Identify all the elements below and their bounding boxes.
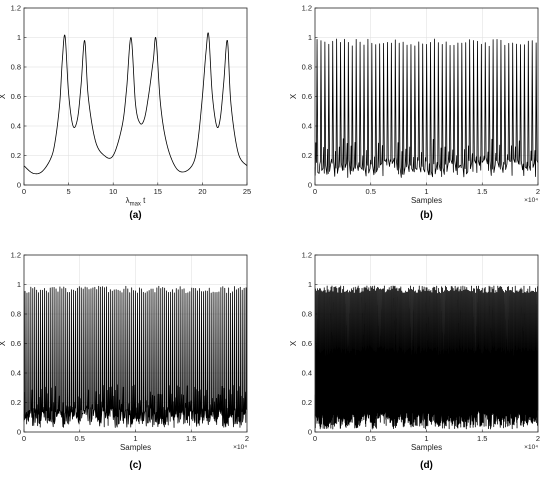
x-tick-label: 20 [198,187,206,196]
y-tick-label: 0.4 [11,369,21,378]
y-tick-label: 1 [17,280,21,289]
x-tick-label: 0 [22,434,26,443]
x-tick-label: 15 [154,187,162,196]
x-axis-multiplier: ×10⁴ [233,444,247,451]
series-line [314,285,539,430]
y-tick-label: 0.6 [11,92,21,101]
y-tick-label: 0.2 [11,151,21,160]
x-tick-label: 0 [313,434,317,443]
x-tick-label: 1 [424,187,428,196]
panel-caption: (d) [420,460,433,471]
x-axis-multiplier: ×10⁴ [524,197,538,204]
x-tick-label: 2 [536,434,540,443]
y-axis-label: X [0,93,7,99]
y-tick-label: 1 [308,33,312,42]
y-tick-label: 0.6 [302,339,312,348]
x-tick-label: 25 [243,187,251,196]
plot-frame [314,254,539,433]
y-tick-label: 0.8 [302,310,312,319]
y-tick-label: 1 [17,33,21,42]
y-tick-label: 1 [308,280,312,289]
x-tick-label: 1.5 [186,434,196,443]
x-tick-label: 0 [313,187,317,196]
y-tick-label: 1.2 [302,4,312,13]
x-axis-multiplier: ×10⁴ [524,444,538,451]
x-tick-label: 0 [22,187,26,196]
y-tick-label: 0 [308,428,312,437]
x-axis-label: Samples [411,443,442,452]
y-tick-label: 0.2 [302,151,312,160]
panel-a: 0 5 10 15 20 25 0 0.2 0.4 0.6 0.8 1 1.2 Xλmax t (a) [0,4,251,221]
series-line [23,285,248,428]
y-tick-label: 0.8 [11,310,21,319]
x-tick-label: 1.5 [477,434,487,443]
y-tick-label: 0.4 [302,122,312,131]
y-tick-label: 0 [308,181,312,190]
plot-frame [23,254,248,433]
x-tick-label: 1.5 [477,187,487,196]
y-tick-label: 0.2 [302,398,312,407]
panel-b: 0 0.5 1 1.5 2 0 0.2 0.4 0.6 0.8 1 1.2 X Samples ×10⁴ (b… [289,4,540,221]
plot-frame [314,7,539,186]
x-axis-label: Samples [411,196,442,205]
panel-caption: (a) [129,210,141,221]
y-axis-label: X [289,340,298,346]
y-tick-label: 1.2 [11,4,21,13]
panel-d: 0 0.5 1 1.5 2 0 0.2 0.4 0.6 0.8 1 1.2 X Samples ×10⁴ (d… [289,251,540,471]
x-tick-label: 2 [245,434,249,443]
x-tick-label: 2 [536,187,540,196]
y-tick-label: 0.6 [302,92,312,101]
series-line [23,32,248,175]
series-line [314,38,539,178]
x-tick-label: 1 [133,434,137,443]
y-tick-label: 0.4 [302,369,312,378]
y-tick-label: 0 [17,428,21,437]
x-tick-label: 0.5 [366,434,376,443]
panel-caption: (b) [420,210,433,221]
panel-c: 0 0.5 1 1.5 2 0 0.2 0.4 0.6 0.8 1 1.2 X Samples ×10⁴ (c… [0,251,249,471]
y-axis-label: X [289,93,298,99]
y-tick-label: 0 [17,181,21,190]
x-tick-label: 0.5 [75,434,85,443]
plot-frame [23,7,248,186]
x-axis-label: λmax t [126,196,147,208]
x-tick-label: 5 [67,187,71,196]
y-tick-label: 0.8 [11,63,21,72]
x-axis-label: Samples [120,443,151,452]
y-tick-label: 0.8 [302,63,312,72]
x-tick-label: 0.5 [366,187,376,196]
y-axis-label: X [0,340,7,346]
y-tick-label: 0.6 [11,339,21,348]
panel-caption: (c) [129,460,141,471]
x-tick-label: 1 [424,434,428,443]
y-tick-label: 1.2 [302,251,312,260]
y-tick-label: 1.2 [11,251,21,260]
y-tick-label: 0.2 [11,398,21,407]
x-tick-label: 10 [109,187,117,196]
y-tick-label: 0.4 [11,122,21,131]
